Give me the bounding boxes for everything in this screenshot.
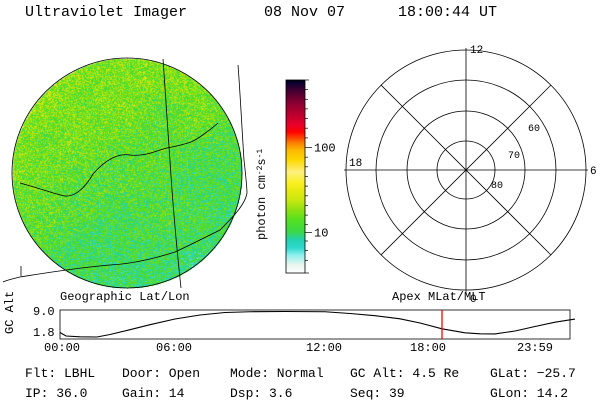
svg-text:GLat: −25.7: GLat: −25.7 <box>490 366 576 381</box>
svg-text:Flt: LBHL: Flt: LBHL <box>25 366 95 381</box>
svg-text:100: 100 <box>314 142 336 156</box>
svg-text:10: 10 <box>314 227 328 241</box>
svg-text:00:00: 00:00 <box>44 341 80 355</box>
svg-text:Dsp: 3.6: Dsp: 3.6 <box>230 386 292 400</box>
svg-text:23:59: 23:59 <box>517 341 553 355</box>
svg-text:12:00: 12:00 <box>306 341 342 355</box>
svg-text:photon cm-2s-1: photon cm-2s-1 <box>255 149 269 240</box>
svg-text:Gain: 14: Gain: 14 <box>122 386 185 400</box>
svg-text:18: 18 <box>349 158 362 170</box>
svg-text:9.0: 9.0 <box>33 305 55 319</box>
svg-text:80: 80 <box>491 181 503 192</box>
svg-text:18:00: 18:00 <box>410 341 446 355</box>
svg-text:Door: Open: Door: Open <box>122 366 200 381</box>
svg-text:6: 6 <box>590 166 597 178</box>
svg-text:06:00: 06:00 <box>156 341 192 355</box>
svg-text:70: 70 <box>508 151 520 162</box>
svg-text:IP: 36.0: IP: 36.0 <box>25 386 87 400</box>
svg-text:Geographic Lat/Lon: Geographic Lat/Lon <box>60 290 190 304</box>
svg-text:1.8: 1.8 <box>33 326 55 340</box>
svg-text:GLon: 14.2: GLon: 14.2 <box>490 386 568 400</box>
svg-text:12: 12 <box>470 45 483 57</box>
svg-text:Seq: 39: Seq: 39 <box>350 386 405 400</box>
svg-text:60: 60 <box>528 124 540 135</box>
svg-text:Apex MLat/MLT: Apex MLat/MLT <box>392 290 486 304</box>
svg-text:Mode: Normal: Mode: Normal <box>230 366 324 381</box>
svg-text:GC Alt: 4.5 Re: GC Alt: 4.5 Re <box>350 366 459 381</box>
svg-text:GC Alt: GC Alt <box>3 291 17 334</box>
